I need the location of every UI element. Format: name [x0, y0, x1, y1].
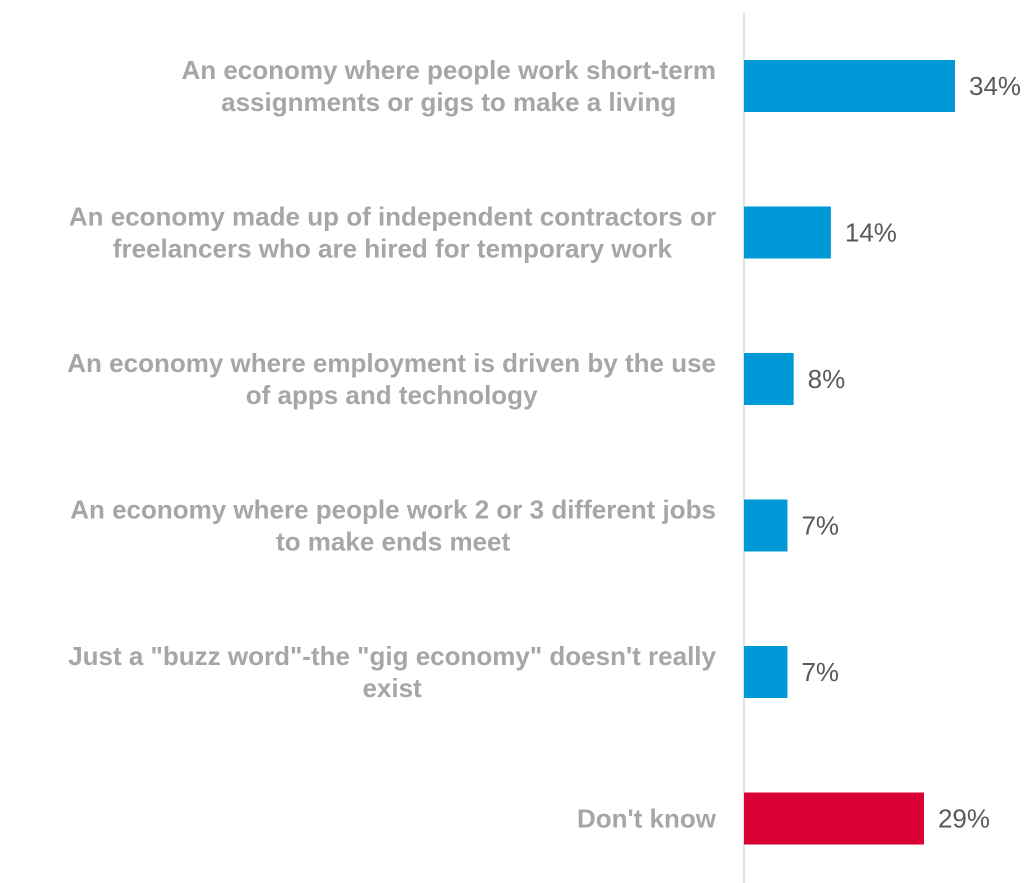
data-label-2: 14% [845, 218, 897, 248]
data-label-1: 34% [969, 71, 1021, 101]
data-label-5: 7% [801, 657, 839, 687]
category-label-5-line-2: exist [362, 673, 422, 703]
category-label-3-line-2: of apps and technology [246, 380, 538, 410]
bar-6 [744, 792, 924, 845]
category-label-1-line-2: assignments or gigs to make a living [221, 87, 676, 117]
data-label-4: 7% [801, 511, 839, 541]
category-label-4-line-2: to make ends meet [276, 527, 510, 557]
data-label-3: 8% [808, 364, 846, 394]
category-label-4-line-1: An economy where people work 2 or 3 diff… [70, 495, 716, 525]
category-label-3-line-1: An economy where employment is driven by… [67, 348, 716, 378]
bar-2 [744, 206, 831, 259]
bar-3 [744, 353, 794, 405]
bar-4 [744, 499, 788, 552]
category-label-2-line-2: freelancers who are hired for temporary … [113, 234, 673, 264]
category-label-6-line-1: Don't know [577, 804, 717, 834]
category-label-2-line-1: An economy made up of independent contra… [69, 202, 716, 232]
bar-1 [744, 60, 955, 112]
category-label-5-line-1: Just a "buzz word"-the "gig economy" doe… [68, 641, 716, 671]
category-label-1-line-1: An economy where people work short-term [181, 55, 716, 85]
data-label-6: 29% [938, 804, 990, 834]
bar-5 [744, 646, 788, 698]
